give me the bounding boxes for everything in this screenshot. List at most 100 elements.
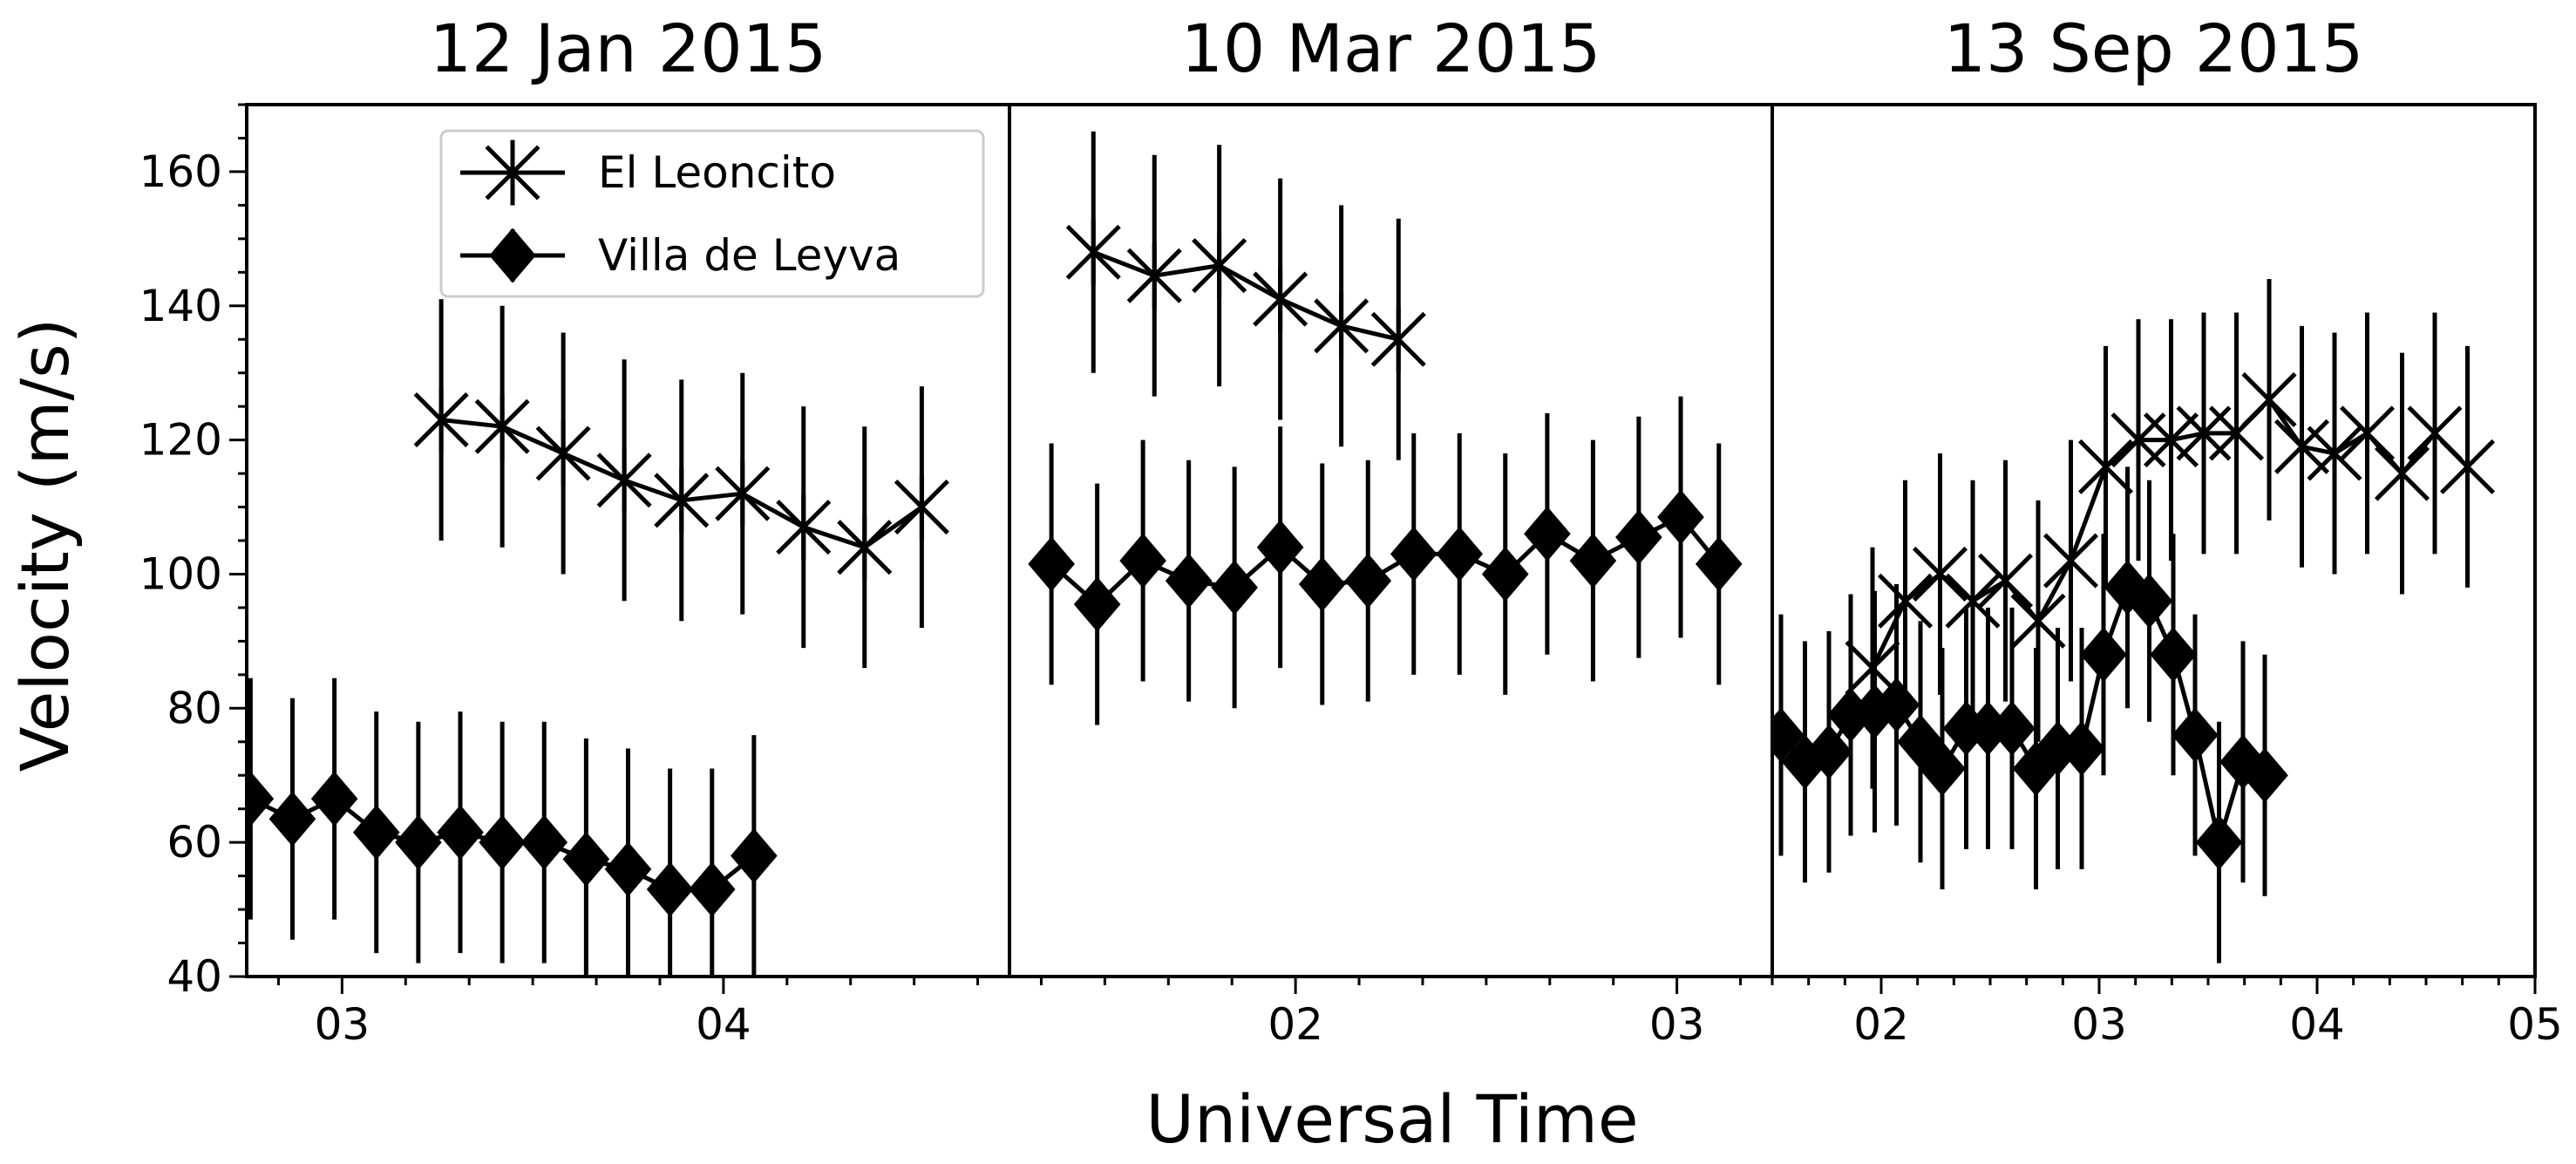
y-tick-label: 120 <box>139 415 222 466</box>
x-tick-label: 03 <box>2071 999 2127 1050</box>
data-point-asterisk <box>1314 293 1370 359</box>
data-point-diamond <box>1524 506 1571 562</box>
series-el-leoncito <box>1065 131 1426 460</box>
data-point-asterisk <box>837 514 893 581</box>
data-point-asterisk <box>2143 407 2199 473</box>
y-tick-label: 40 <box>167 951 222 1002</box>
data-point-diamond <box>395 814 442 870</box>
data-point-asterisk <box>654 467 710 534</box>
data-point-diamond <box>1436 526 1484 582</box>
series-villa-de-leyva <box>247 677 778 977</box>
data-point-diamond <box>2125 573 2173 629</box>
data-point-diamond <box>1298 556 1346 612</box>
data-point-diamond <box>1919 740 1966 797</box>
x-tick-label: 02 <box>1268 999 1323 1050</box>
data-point-diamond <box>2241 747 2288 803</box>
data-point-diamond <box>1615 509 1662 565</box>
data-point-asterisk <box>776 494 832 561</box>
data-point-diamond <box>731 827 778 884</box>
series-villa-de-leyva <box>1772 466 2288 963</box>
data-point-asterisk <box>596 447 652 514</box>
panel-title: 10 Mar 2015 <box>1181 10 1601 87</box>
data-point-asterisk <box>2339 400 2396 466</box>
panels: 12 Jan 2015 03 04 40 60 80 100 120 140 160 10 Mar … <box>139 10 2563 1050</box>
data-point-diamond <box>1165 553 1213 609</box>
data-point-diamond <box>1256 520 1304 575</box>
y-tick-label: 100 <box>139 548 222 599</box>
data-point-diamond <box>646 861 694 917</box>
y-tick-label: 140 <box>139 281 222 331</box>
data-point-diamond <box>1073 576 1121 632</box>
x-tick-label: 03 <box>315 999 370 1050</box>
data-point-asterisk <box>2374 440 2430 507</box>
series-el-leoncito <box>1845 279 2496 789</box>
data-point-diamond <box>562 831 610 887</box>
series-line <box>1050 514 1721 607</box>
panel-title: 12 Jan 2015 <box>430 10 827 87</box>
data-point-asterisk <box>413 387 469 453</box>
data-point-asterisk <box>715 460 771 527</box>
data-point-diamond <box>1657 489 1704 545</box>
data-point-asterisk <box>2010 588 2066 654</box>
data-point-asterisk <box>894 474 949 541</box>
legend-label: El Leoncito <box>598 147 836 198</box>
data-point-asterisk <box>1977 548 2034 614</box>
data-point-diamond <box>1988 700 2036 756</box>
series-line <box>1092 249 1399 342</box>
plot-area <box>1028 131 1743 725</box>
panel-1: 12 Jan 2015 03 04 40 60 80 100 120 140 160 <box>139 10 1011 1050</box>
x-tick-label: 03 <box>1649 999 1705 1050</box>
x-tick-label: 04 <box>2289 999 2345 1050</box>
data-point-asterisk <box>2077 433 2134 500</box>
data-point-asterisk <box>1877 568 1934 634</box>
data-point-asterisk <box>1126 242 1182 309</box>
data-point-diamond <box>268 791 316 847</box>
data-point-diamond <box>2150 627 2197 683</box>
y-axis-label: Velocity (m/s) <box>6 318 84 773</box>
data-point-diamond <box>604 841 652 897</box>
data-point-asterisk <box>1253 266 1308 332</box>
plot-area <box>247 299 949 977</box>
plot-area <box>1772 279 2496 963</box>
legend-entry: El Leoncito <box>460 140 836 206</box>
data-point-diamond <box>247 771 275 827</box>
data-point-diamond <box>1390 526 1438 582</box>
data-point-asterisk <box>1370 306 1426 372</box>
y-tick-label: 160 <box>139 146 222 197</box>
data-point-diamond <box>1695 536 1743 592</box>
data-point-diamond <box>688 861 736 917</box>
data-point-asterisk <box>2241 366 2297 432</box>
data-point-diamond <box>1119 533 1166 589</box>
data-point-diamond <box>1211 560 1258 616</box>
series-villa-de-leyva <box>1028 396 1743 725</box>
data-point-asterisk <box>1065 219 1121 285</box>
data-point-asterisk <box>1912 541 1968 607</box>
data-point-diamond <box>2195 814 2243 870</box>
panel-2: 10 Mar 2015 02 03 <box>1008 10 1774 1050</box>
x-tick-label: 04 <box>696 999 751 1050</box>
data-point-asterisk <box>2042 528 2099 594</box>
legend: El Leoncito Villa de Leyva <box>439 129 985 298</box>
data-point-diamond <box>1873 677 1920 733</box>
data-point-diamond <box>1772 707 1805 763</box>
data-point-diamond <box>437 805 484 861</box>
data-point-diamond <box>1805 724 1852 779</box>
legend-box <box>439 129 985 298</box>
data-point-diamond <box>1481 546 1529 602</box>
data-point-diamond <box>310 771 358 827</box>
x-tick-label: 05 <box>2507 999 2563 1050</box>
legend-asterisk-marker <box>485 140 540 206</box>
data-point-diamond <box>1569 533 1617 589</box>
x-axis-label: Universal Time <box>1145 1080 1638 1158</box>
data-point-asterisk <box>535 420 591 487</box>
data-point-asterisk <box>1192 233 1247 299</box>
panel-title: 13 Sep 2015 <box>1944 10 2364 87</box>
data-point-asterisk <box>2274 413 2330 480</box>
panel-frame <box>1771 103 2537 978</box>
data-point-asterisk <box>2439 433 2496 500</box>
y-tick-label: 60 <box>167 817 222 868</box>
data-point-asterisk <box>2307 420 2362 487</box>
y-tick-label: 80 <box>167 683 222 733</box>
x-tick-label: 02 <box>1853 999 1909 1050</box>
